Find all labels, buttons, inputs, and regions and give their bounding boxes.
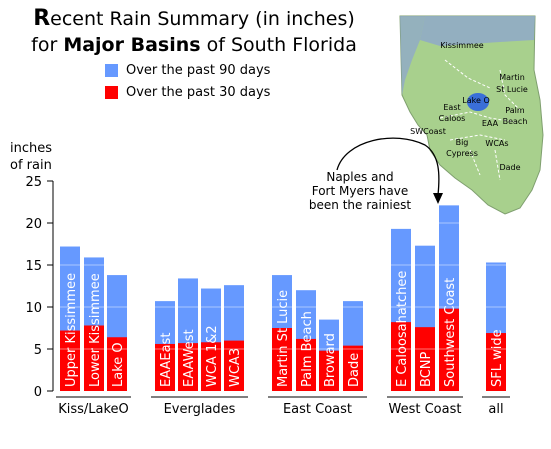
- y-tick-label: 25: [25, 175, 42, 190]
- y-tick-label: 10: [25, 301, 42, 316]
- y-axis-label-line2: of rain: [10, 158, 52, 173]
- map-label: Cypress: [446, 149, 478, 158]
- bar-30day: [439, 308, 459, 391]
- group-label: Kiss/LakeO: [58, 402, 129, 417]
- bar-30day: [296, 338, 316, 391]
- bar-category-label: Southwest Coast: [443, 278, 458, 387]
- bar-category-label: Dade: [347, 353, 362, 387]
- bar-category-label: E Caloosahatchee: [395, 271, 410, 387]
- title-line2-post: of South Florida: [200, 34, 357, 56]
- bar-category-label: BCNP: [419, 352, 434, 387]
- bar-30day: [343, 345, 363, 391]
- title-line2-bold: Major Basins: [63, 34, 201, 56]
- bar-category-label: EAAWest: [182, 329, 197, 387]
- bar-category-label: WCA 1&2: [205, 325, 220, 387]
- map-land: [399, 15, 544, 215]
- y-tick-label: 15: [25, 259, 42, 274]
- bar-category-label: EAAEast: [159, 333, 174, 387]
- group-label: West Coast: [389, 402, 462, 417]
- bar-30day: [486, 333, 506, 391]
- bar-30day: [415, 327, 435, 391]
- group-label: Everglades: [164, 402, 236, 417]
- map-label: WCAs: [485, 139, 508, 148]
- bar-category-label: Broward: [323, 333, 338, 387]
- chart-title: Recent Rain Summary (in inches) for Majo…: [24, 6, 364, 58]
- map-label: Martin: [499, 73, 525, 82]
- bar-30day: [272, 328, 292, 391]
- title-initial: R: [33, 6, 51, 31]
- bar-category-label: Lower Kissimmee: [88, 273, 103, 387]
- bar-30day: [201, 342, 221, 391]
- bar-category-label: Palm Beach: [300, 311, 315, 387]
- bar-category-label: Martin St Lucie: [276, 290, 291, 387]
- bar-30day: [319, 350, 339, 391]
- map-gulf-region: [400, 16, 425, 95]
- title-line2-pre: for: [31, 34, 64, 56]
- map-north-region: [420, 16, 535, 46]
- map-label: Dade: [499, 163, 520, 172]
- map-basin-borders: [439, 59, 521, 181]
- bar-30day: [155, 343, 175, 391]
- map-lake-okeechobee: [467, 93, 489, 111]
- y-tick-label: 0: [34, 385, 42, 400]
- legend-swatch-30day: [105, 86, 118, 99]
- annotation-arrow-line: [336, 137, 440, 196]
- map-label: Big: [456, 138, 469, 147]
- legend-label-30day: Over the past 30 days: [126, 85, 271, 100]
- map-label: Beach: [503, 117, 528, 126]
- bar-30day: [107, 337, 127, 391]
- legend-label-90day: Over the past 90 days: [126, 63, 271, 78]
- bar-30day: [84, 325, 104, 391]
- map-label: Kissimmee: [440, 41, 484, 50]
- y-axis-label-line1: inches: [10, 141, 53, 156]
- bar-30day: [60, 330, 80, 391]
- y-axis-label: inches of rain: [10, 140, 52, 174]
- bar-category-label: Lake O: [111, 342, 126, 387]
- basin-map: [399, 15, 544, 215]
- legend-item-90day: Over the past 90 days: [105, 62, 270, 80]
- bar-category-label: SFL wide: [490, 329, 505, 387]
- bar-30day: [224, 340, 244, 391]
- annotation-text: Naples and Fort Myers have been the rain…: [298, 170, 422, 212]
- map-label: East: [443, 103, 460, 112]
- map-label: SWCoast: [410, 127, 446, 136]
- annotation-line2: Fort Myers have: [311, 184, 409, 198]
- annotation-line1: Naples and: [326, 170, 394, 184]
- group-label: all: [488, 402, 503, 417]
- map-label: Caloos: [439, 114, 466, 123]
- map-label: St Lucie: [496, 85, 528, 94]
- annotation-line3: been the rainiest: [308, 198, 412, 212]
- map-label: Lake O: [462, 96, 489, 105]
- map-label: Palm: [505, 106, 525, 115]
- bar-30day: [178, 343, 198, 391]
- legend-item-30day: Over the past 30 days: [105, 84, 270, 102]
- y-tick-label: 5: [34, 343, 42, 358]
- bar-category-label: WCA3: [228, 348, 243, 387]
- bar-category-label: Upper Kissimmee: [64, 273, 79, 387]
- group-label: East Coast: [283, 402, 352, 417]
- legend-swatch-90day: [105, 64, 118, 77]
- annotation-arrow: [336, 137, 443, 204]
- annotation-arrow-head: [433, 193, 443, 204]
- title-line1: ecent Rain Summary (in inches): [50, 8, 355, 30]
- bar-30day: [391, 322, 411, 391]
- y-tick-label: 20: [25, 217, 42, 232]
- map-label: EAA: [482, 119, 499, 128]
